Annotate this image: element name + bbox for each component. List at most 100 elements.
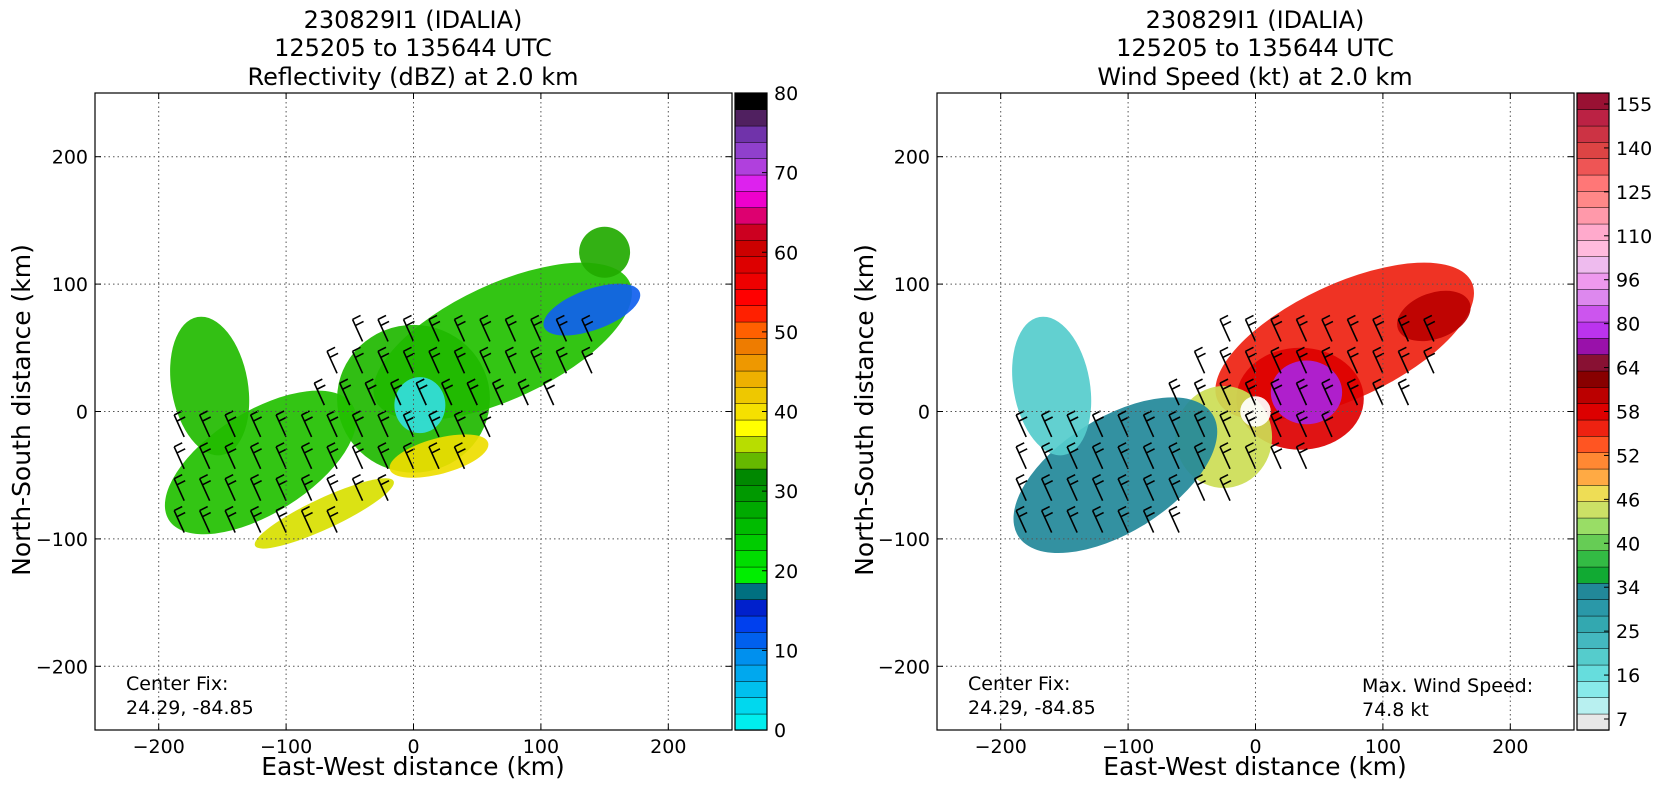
colorbar-segment: [1576, 631, 1610, 649]
colorbar-tick-label: 96: [1616, 270, 1640, 292]
colorbar-segment: [734, 501, 768, 519]
wind-barb: [351, 473, 364, 502]
wind-barb: [1015, 473, 1028, 502]
wind-barb: [1321, 378, 1334, 406]
x-tick-label: −100: [260, 736, 312, 758]
wind-barb: [402, 346, 415, 374]
colorbar-segment: [734, 533, 768, 551]
wind-barb: [555, 314, 568, 342]
wind-barb: [1168, 505, 1181, 533]
wind-barb: [1423, 314, 1436, 342]
colorbar-segment: [1576, 599, 1610, 617]
colorbar-tick-label: 50: [774, 322, 798, 344]
colorbar-tick-label: 70: [774, 163, 798, 185]
wind-barb: [453, 442, 466, 470]
wind-barb: [1397, 378, 1410, 406]
y-tick-label: 100: [894, 274, 930, 296]
colorbar-segment: [1576, 370, 1610, 388]
chart-title-line-1: 230829I1 (IDALIA): [1146, 6, 1365, 34]
wind-barb: [1066, 505, 1079, 533]
wind-barbs: [173, 314, 594, 533]
wind-barb: [1040, 410, 1054, 438]
colorbar-segment: [734, 435, 768, 453]
wind-barb: [1219, 442, 1232, 470]
colorbar-tick-label: 30: [774, 481, 798, 503]
center-fix-value: 24.29, -84.85: [126, 697, 254, 719]
colorbar-segment: [1576, 582, 1610, 600]
colorbar-segment: [1576, 615, 1610, 633]
wind-barb: [173, 442, 186, 470]
chart-title-line-3: Reflectivity (dBZ) at 2.0 km: [248, 63, 579, 91]
center-fix-label: Center Fix:: [968, 673, 1070, 695]
colorbar-tick-label: 34: [1616, 577, 1640, 599]
wind-barb: [351, 442, 364, 470]
data-field: [1012, 262, 1474, 554]
wind-barb: [300, 442, 313, 470]
colorbar-segment: [734, 582, 768, 600]
wind-barb: [1270, 442, 1283, 470]
center-fix-value: 24.29, -84.85: [968, 697, 1096, 719]
colorbar-segment: [1576, 550, 1610, 568]
colorbar-segment: [1576, 92, 1610, 110]
wind-barb: [1168, 378, 1181, 406]
wind-barb: [198, 410, 212, 438]
wind-barb: [453, 346, 466, 374]
wind-barb: [1295, 378, 1308, 406]
wind-barb: [1193, 442, 1206, 470]
colorbar-tick-label: 60: [774, 242, 798, 264]
wind-barb: [428, 410, 441, 438]
colorbar-segment: [1576, 223, 1610, 241]
wind-barb: [466, 378, 479, 406]
colorbar-segment: [1576, 141, 1610, 159]
x-tick-label: 0: [407, 736, 419, 758]
y-tick-label: −200: [36, 656, 88, 678]
colorbar-tick-label: 58: [1616, 402, 1640, 424]
colorbar-tick-label: 7: [1616, 709, 1628, 731]
wind-barb: [326, 442, 339, 470]
x-tick-label: 200: [650, 736, 686, 758]
colorbar-segment: [1576, 713, 1610, 731]
wind-barb: [1040, 442, 1054, 470]
wind-barb: [198, 473, 212, 502]
wind-barb: [1219, 346, 1232, 374]
wind-barb: [453, 314, 466, 342]
reflectivity-colorbar: 0 10 20 30 40 50 60 70 80: [734, 83, 798, 742]
wind-barb: [581, 346, 594, 374]
wind-barb: [1423, 346, 1436, 374]
colorbar-tick-label: 20: [774, 561, 798, 583]
colorbar-tick-label: 52: [1616, 445, 1640, 467]
x-tick-label: 200: [1492, 736, 1528, 758]
wind-barb: [1244, 314, 1257, 342]
colorbar-segment: [1576, 305, 1610, 323]
wind-barb: [377, 314, 390, 342]
colorbar-segment: [1576, 501, 1610, 519]
y-axis-label: North-South distance (km): [850, 244, 879, 576]
colorbar-segment: [734, 517, 768, 535]
y-tick-label: −100: [36, 529, 88, 551]
colorbar-segment: [1576, 680, 1610, 698]
wind-barb: [491, 378, 505, 406]
wind-barb: [504, 346, 517, 374]
colorbar-segment: [1576, 337, 1610, 355]
wind-barb: [1193, 473, 1206, 502]
data-region: [1013, 397, 1218, 554]
colorbar-segment: [734, 207, 768, 225]
colorbar-segment: [1576, 664, 1610, 682]
colorbar-segment: [734, 599, 768, 617]
colorbar-segment: [734, 550, 768, 568]
wind-barb: [351, 410, 364, 438]
colorbar-tick-label: 64: [1616, 358, 1640, 380]
wind-barb: [504, 314, 517, 342]
data-region: [254, 478, 394, 549]
colorbar-segment: [1576, 125, 1610, 143]
wind-barb: [1091, 442, 1104, 470]
colorbar-tick-label: 80: [1616, 314, 1640, 336]
wind-barb: [415, 378, 428, 406]
wind-barbs: [1015, 314, 1436, 533]
colorbar-segment: [734, 125, 768, 143]
y-tick-label: −200: [878, 656, 930, 678]
y-tick-label: 100: [52, 274, 88, 296]
colorbar-tick-label: 40: [1616, 533, 1640, 555]
colorbar-segment: [1576, 648, 1610, 666]
colorbar-segment: [734, 321, 768, 339]
